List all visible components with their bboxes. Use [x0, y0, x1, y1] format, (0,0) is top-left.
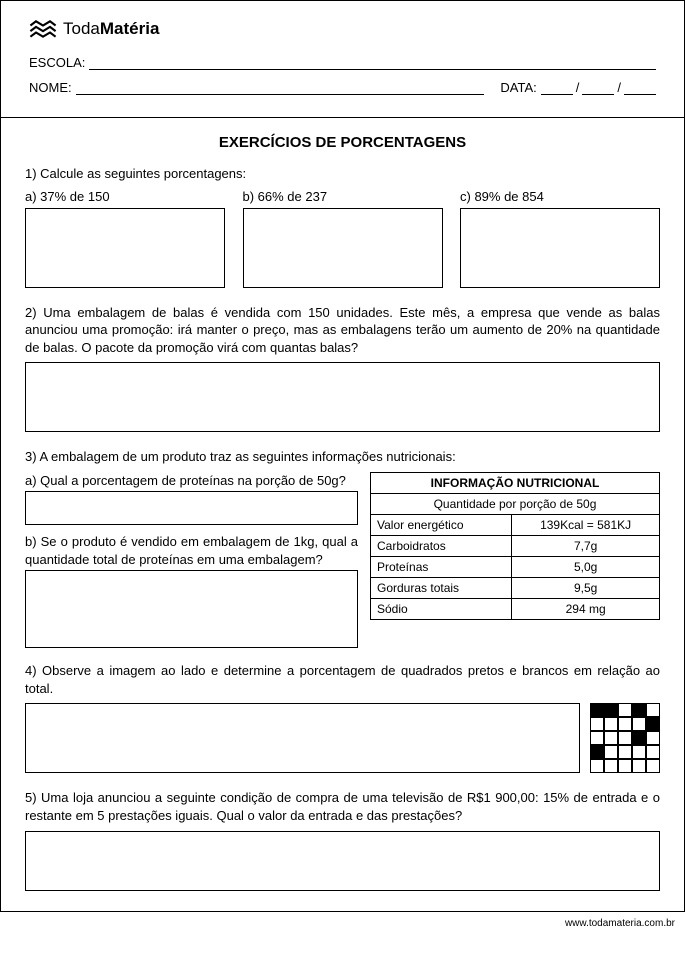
grid-cell	[632, 759, 646, 773]
q1a-label: a) 37% de 150	[25, 189, 225, 204]
grid-cell	[618, 759, 632, 773]
name-date-row: NOME: DATA: / /	[29, 80, 656, 95]
date-label: DATA:	[500, 80, 536, 95]
nutri-r2-v: 5,0g	[512, 556, 660, 577]
q1-subs: a) 37% de 150 b) 66% de 237 c) 89% de 85…	[25, 189, 660, 204]
grid-cell	[590, 745, 604, 759]
q3a-answer-box[interactable]	[25, 491, 358, 525]
q4-answer-box[interactable]	[25, 703, 580, 773]
grid-cell	[618, 731, 632, 745]
q1c-answer-box[interactable]	[460, 208, 660, 288]
nutri-r3-k: Gorduras totais	[371, 577, 512, 598]
q2-prompt: 2) Uma embalagem de balas é vendida com …	[25, 304, 660, 357]
logo: TodaMatéria	[29, 19, 656, 39]
q1-boxes	[25, 208, 660, 288]
q2-answer-box[interactable]	[25, 362, 660, 432]
q1b-label: b) 66% de 237	[243, 189, 443, 204]
q1a-answer-box[interactable]	[25, 208, 225, 288]
nutri-r1-v: 7,7g	[512, 535, 660, 556]
q4-prompt: 4) Observe a imagem ao lado e determine …	[25, 662, 660, 697]
grid-cell	[604, 703, 618, 717]
grid-cell	[632, 717, 646, 731]
worksheet-title: EXERCÍCIOS DE PORCENTAGENS	[25, 134, 660, 151]
grid-cell	[590, 703, 604, 717]
grid-cell	[646, 703, 660, 717]
q5-prompt: 5) Uma loja anunciou a seguinte condição…	[25, 789, 660, 824]
footer-url: www.todamateria.com.br	[0, 912, 685, 929]
nutri-r4-k: Sódio	[371, 598, 512, 619]
worksheet-page: TodaMatéria ESCOLA: NOME: DATA: / / EXER…	[0, 0, 685, 912]
grid-cell	[618, 717, 632, 731]
logo-text: TodaMatéria	[63, 19, 159, 39]
q3b-label: b) Se o produto é vendido em embalagem d…	[25, 533, 358, 568]
q4-grid	[590, 703, 660, 773]
nutri-r2-k: Proteínas	[371, 556, 512, 577]
grid-cell	[646, 717, 660, 731]
grid-cell	[646, 731, 660, 745]
logo-icon	[29, 19, 57, 39]
content: EXERCÍCIOS DE PORCENTAGENS 1) Calcule as…	[1, 118, 684, 911]
q3b-answer-box[interactable]	[25, 570, 358, 648]
nutri-r0-k: Valor energético	[371, 514, 512, 535]
grid-cell	[590, 717, 604, 731]
grid-cell	[604, 717, 618, 731]
grid-cell	[604, 759, 618, 773]
school-field: ESCOLA:	[29, 55, 656, 70]
grid-cell	[618, 703, 632, 717]
nutri-r4-v: 294 mg	[512, 598, 660, 619]
nutri-title: INFORMAÇÃO NUTRICIONAL	[371, 472, 660, 493]
nutrition-table: INFORMAÇÃO NUTRICIONAL Quantidade por po…	[370, 472, 660, 620]
q1b-answer-box[interactable]	[243, 208, 443, 288]
school-line[interactable]	[89, 56, 656, 70]
q5-answer-box[interactable]	[25, 831, 660, 891]
q3-left: a) Qual a porcentagem de proteínas na po…	[25, 472, 358, 649]
nutri-sub: Quantidade por porção de 50g	[371, 493, 660, 514]
slash1: /	[576, 80, 580, 95]
q1c-label: c) 89% de 854	[460, 189, 660, 204]
grid-cell	[632, 731, 646, 745]
slash2: /	[617, 80, 621, 95]
grid-cell	[646, 759, 660, 773]
school-label: ESCOLA:	[29, 55, 85, 70]
q3-prompt: 3) A embalagem de um produto traz as seg…	[25, 448, 660, 466]
q3-table-wrap: INFORMAÇÃO NUTRICIONAL Quantidade por po…	[370, 472, 660, 649]
grid-cell	[632, 745, 646, 759]
nutri-r0-v: 139Kcal = 581KJ	[512, 514, 660, 535]
grid-cell	[618, 745, 632, 759]
header: TodaMatéria ESCOLA: NOME: DATA: / /	[1, 1, 684, 118]
q3-layout: a) Qual a porcentagem de proteínas na po…	[25, 472, 660, 649]
nutri-r3-v: 9,5g	[512, 577, 660, 598]
date-day[interactable]	[541, 81, 573, 95]
grid-cell	[604, 745, 618, 759]
date-year[interactable]	[624, 81, 656, 95]
nutri-r1-k: Carboidratos	[371, 535, 512, 556]
grid-cell	[590, 731, 604, 745]
grid-cell	[604, 731, 618, 745]
q4-layout	[25, 703, 660, 773]
q1-prompt: 1) Calcule as seguintes porcentagens:	[25, 165, 660, 183]
name-line[interactable]	[76, 81, 485, 95]
name-label: NOME:	[29, 80, 72, 95]
grid-cell	[646, 745, 660, 759]
date-month[interactable]	[582, 81, 614, 95]
grid-cell	[590, 759, 604, 773]
grid-cell	[632, 703, 646, 717]
q3a-label: a) Qual a porcentagem de proteínas na po…	[25, 472, 358, 490]
